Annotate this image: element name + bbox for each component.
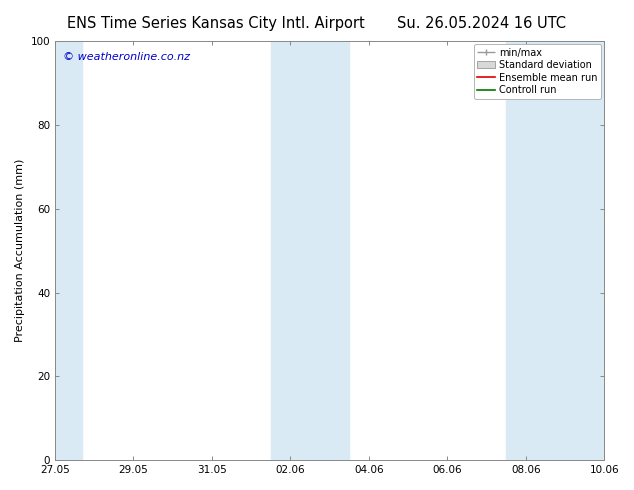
Bar [271,41,349,460]
Legend: min/max, Standard deviation, Ensemble mean run, Controll run: min/max, Standard deviation, Ensemble me… [474,44,601,99]
Bar [506,41,604,460]
Text: Su. 26.05.2024 16 UTC: Su. 26.05.2024 16 UTC [398,16,566,31]
Text: ENS Time Series Kansas City Intl. Airport: ENS Time Series Kansas City Intl. Airpor… [67,16,365,31]
Y-axis label: Precipitation Accumulation (mm): Precipitation Accumulation (mm) [15,159,25,343]
Text: © weatheronline.co.nz: © weatheronline.co.nz [63,51,190,62]
Bar [55,41,82,460]
